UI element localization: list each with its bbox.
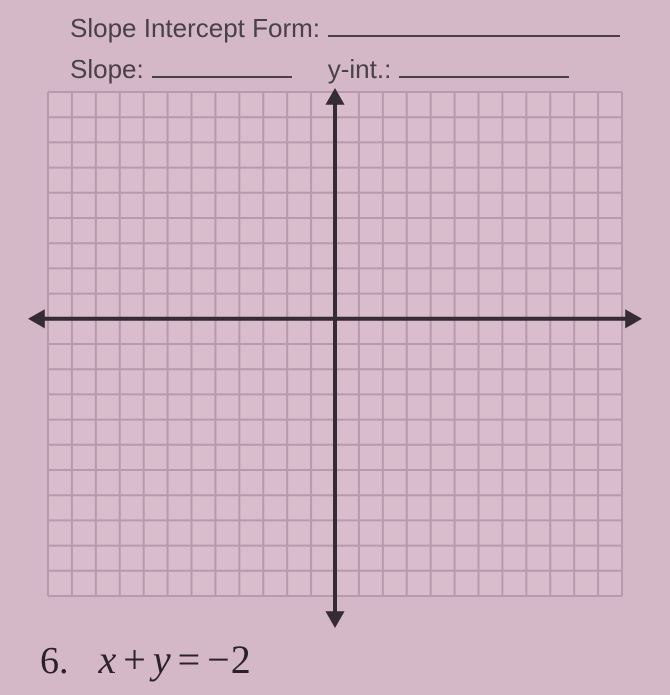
equation-x: x <box>99 637 118 682</box>
question-number: 6. <box>40 639 69 683</box>
slope-intercept-line: Slope Intercept Form: <box>70 8 620 44</box>
question-row: 6. x+y=−2 <box>40 636 252 683</box>
equals-sign: = <box>172 637 208 682</box>
equation-rhs: −2 <box>207 637 252 682</box>
worksheet-header: Slope Intercept Form: Slope: y-int.: <box>0 0 670 85</box>
equation: x+y=−2 <box>99 636 252 683</box>
slope-intercept-blank[interactable] <box>328 8 620 37</box>
grid-svg <box>28 88 642 628</box>
yint-blank[interactable] <box>399 50 569 79</box>
yint-label: y-int.: <box>328 54 392 85</box>
slope-intercept-label: Slope Intercept Form: <box>70 13 320 44</box>
slope-yint-line: Slope: y-int.: <box>70 50 620 86</box>
equation-y: y <box>153 637 172 682</box>
slope-label: Slope: <box>70 54 144 85</box>
coordinate-grid <box>28 88 642 628</box>
plus-sign: + <box>117 637 153 682</box>
slope-blank[interactable] <box>152 50 292 79</box>
